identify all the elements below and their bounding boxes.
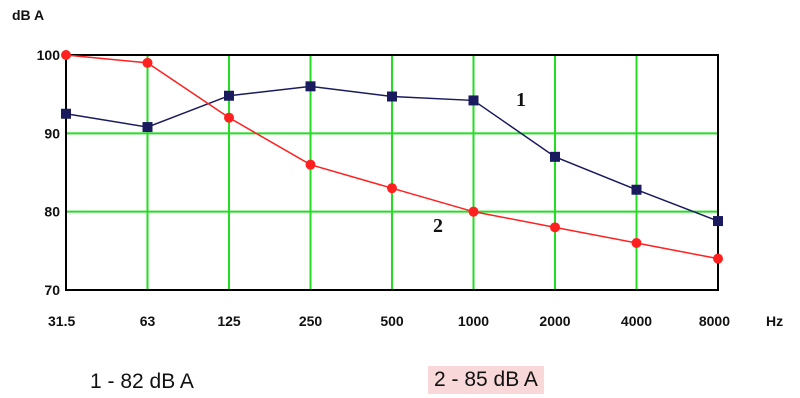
data-point-series-2 (713, 253, 723, 264)
x-tick-label: 2000 (539, 313, 570, 329)
x-tick-label: 250 (299, 313, 323, 329)
x-tick-label: 4000 (621, 313, 652, 329)
legend-entry-2: 2 - 85 dB A (428, 366, 544, 394)
y-tick-label: 70 (44, 282, 60, 298)
x-axis-label: Hz (766, 313, 783, 329)
data-point-series-2 (142, 57, 153, 68)
data-point-series-2 (61, 50, 71, 60)
data-point-series-2 (468, 206, 479, 217)
data-point-series-1 (387, 91, 397, 102)
series-label-1: 1 (516, 89, 526, 111)
data-point-series-1 (550, 151, 560, 162)
data-point-series-2 (550, 222, 560, 233)
y-tick-label: 100 (37, 47, 61, 63)
data-point-series-2 (305, 159, 316, 170)
x-tick-label: 500 (380, 313, 404, 329)
x-tick-label: 8000 (699, 313, 730, 329)
plot-frame (65, 54, 719, 291)
data-point-series-1 (713, 216, 723, 227)
x-tick-label: 63 (140, 313, 156, 329)
x-tick-label: 125 (217, 313, 241, 329)
legend-entry-1: 1 - 82 dB A (90, 370, 194, 393)
data-point-series-2 (387, 183, 397, 194)
series-labels: 12 (425, 89, 526, 238)
data-point-series-1 (61, 108, 71, 119)
series-label-2: 2 (433, 215, 443, 237)
x-ticks: 31.5 63 125 250 500 1000 2000 4000 8000 (48, 313, 730, 329)
data-point-series-2 (631, 238, 642, 248)
data-point-series-2 (224, 112, 234, 123)
series-layer (61, 50, 723, 264)
series-label-2-background (425, 214, 455, 238)
data-point-series-1 (305, 81, 316, 92)
x-tick-label: 31.5 (48, 313, 75, 329)
data-point-series-1 (224, 90, 234, 101)
y-axis-label: dB A (12, 7, 44, 23)
data-point-series-1 (468, 95, 479, 106)
y-ticks: 70 80 90 100 (37, 47, 61, 298)
data-point-series-1 (631, 184, 642, 195)
x-tick-label: 1000 (458, 313, 489, 329)
grid (66, 55, 718, 290)
y-tick-label: 80 (44, 204, 60, 220)
data-point-series-1 (142, 122, 153, 133)
y-tick-label: 90 (44, 125, 60, 141)
